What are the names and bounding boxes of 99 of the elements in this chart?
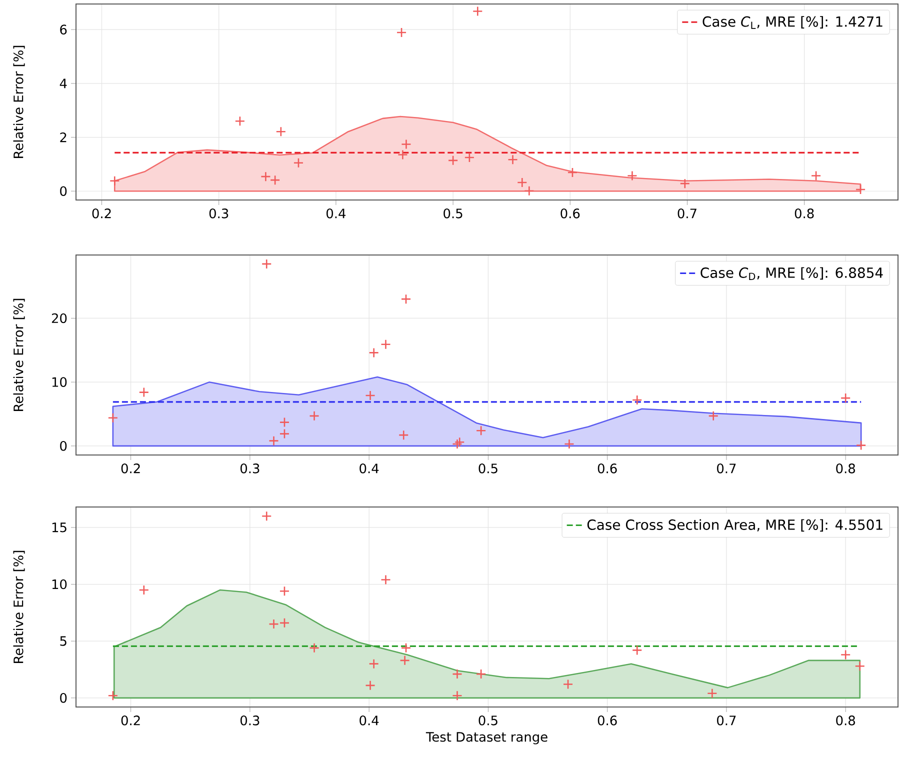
x-tick-label: 0.7: [678, 208, 696, 218]
point: [855, 184, 866, 195]
point: [279, 586, 290, 596]
point: [452, 690, 462, 701]
x-tick-label: 0.7: [717, 716, 736, 726]
legend-label: Case C$_{D}$, MRE [%]: 6.8854: [700, 267, 883, 280]
x-tick-label: 0.4: [360, 464, 379, 474]
y-tick-label: 6: [60, 24, 67, 34]
point: [398, 430, 409, 440]
point: [293, 158, 304, 168]
point: [472, 6, 483, 16]
point: [464, 152, 475, 163]
point: [562, 679, 574, 690]
x-tick-label: 0.2: [92, 208, 111, 218]
point: [368, 658, 379, 669]
point: [452, 438, 462, 450]
y-axis-title: Relative Error [%]: [13, 550, 25, 663]
x-tick-label: 0.8: [794, 208, 814, 218]
point: [508, 154, 518, 165]
y-tick-label: 0: [60, 693, 67, 703]
y-tick-label: 2: [60, 132, 66, 142]
x-tick-label: 0.5: [478, 464, 498, 474]
y-tick-label: 0: [60, 186, 67, 196]
point: [279, 428, 290, 439]
point: [856, 440, 866, 450]
point: [567, 167, 578, 178]
y-tick-label: 4: [60, 78, 67, 88]
point: [516, 177, 528, 188]
point: [108, 412, 118, 423]
y-tick-label: 10: [52, 579, 67, 590]
x-tick-label: 0.4: [326, 208, 346, 218]
point: [365, 390, 376, 401]
point: [680, 178, 690, 189]
x-tick-label: 0.6: [598, 716, 617, 726]
point: [708, 410, 719, 422]
point: [260, 171, 271, 182]
y-tick-label: 10: [52, 377, 67, 387]
point: [854, 660, 866, 672]
point: [400, 642, 412, 654]
y-axis-title: Relative Error [%]: [13, 46, 25, 158]
point: [261, 510, 272, 522]
x-tick-label: 0.8: [836, 716, 856, 726]
y-tick-label: 0: [60, 441, 67, 451]
point: [268, 618, 279, 630]
point: [840, 392, 851, 404]
point: [234, 116, 246, 126]
x-tick-label: 0.4: [360, 716, 379, 726]
point: [564, 438, 574, 450]
point: [448, 155, 458, 166]
point: [454, 436, 465, 448]
point: [368, 348, 379, 358]
x-tick-label: 0.6: [560, 208, 580, 218]
point: [261, 258, 272, 270]
x-tick-label: 0.2: [121, 716, 140, 726]
point: [270, 174, 280, 186]
point: [365, 680, 376, 691]
legend-label: Case Cross Section Area, MRE [%]: 4.5501: [587, 519, 882, 532]
x-tick-label: 0.6: [598, 464, 617, 474]
x-tick-label: 0.5: [444, 208, 462, 218]
point: [268, 436, 279, 446]
point: [309, 410, 320, 422]
x-tick-label: 0.3: [240, 464, 260, 474]
point: [398, 150, 408, 160]
x-tick-label: 0.5: [478, 716, 498, 726]
point: [396, 27, 407, 38]
point: [400, 655, 410, 666]
point: [840, 650, 851, 660]
legend-label: Case C$_{L}$, MRE [%]: 1.4271: [702, 16, 882, 29]
x-tick-label: 0.2: [121, 464, 140, 474]
point: [476, 668, 486, 680]
x-tick-label: 0.3: [209, 208, 228, 218]
y-axis-title: Relative Error [%]: [13, 298, 25, 411]
y-tick-label: 5: [60, 636, 66, 646]
point: [380, 339, 391, 350]
point: [109, 176, 120, 186]
point: [138, 584, 150, 596]
x-tick-label: 0.3: [240, 716, 260, 726]
point: [400, 294, 412, 304]
point: [401, 139, 412, 150]
point: [627, 170, 638, 181]
y-tick-label: 15: [52, 522, 66, 532]
x-tick-label: 0.7: [717, 464, 736, 474]
point: [309, 642, 320, 654]
y-tick-label: 20: [52, 313, 67, 324]
point: [476, 425, 486, 436]
point: [810, 170, 822, 181]
point: [452, 668, 462, 680]
point: [524, 186, 534, 196]
x-tick-label: 0.8: [836, 464, 856, 474]
point: [380, 574, 391, 585]
point: [279, 417, 290, 428]
point: [138, 387, 150, 398]
x-axis-title: Test Dataset range: [426, 732, 548, 744]
point: [632, 394, 642, 406]
point: [707, 688, 718, 699]
point: [276, 126, 286, 137]
point: [279, 618, 290, 628]
point: [108, 690, 118, 701]
point: [632, 645, 642, 656]
